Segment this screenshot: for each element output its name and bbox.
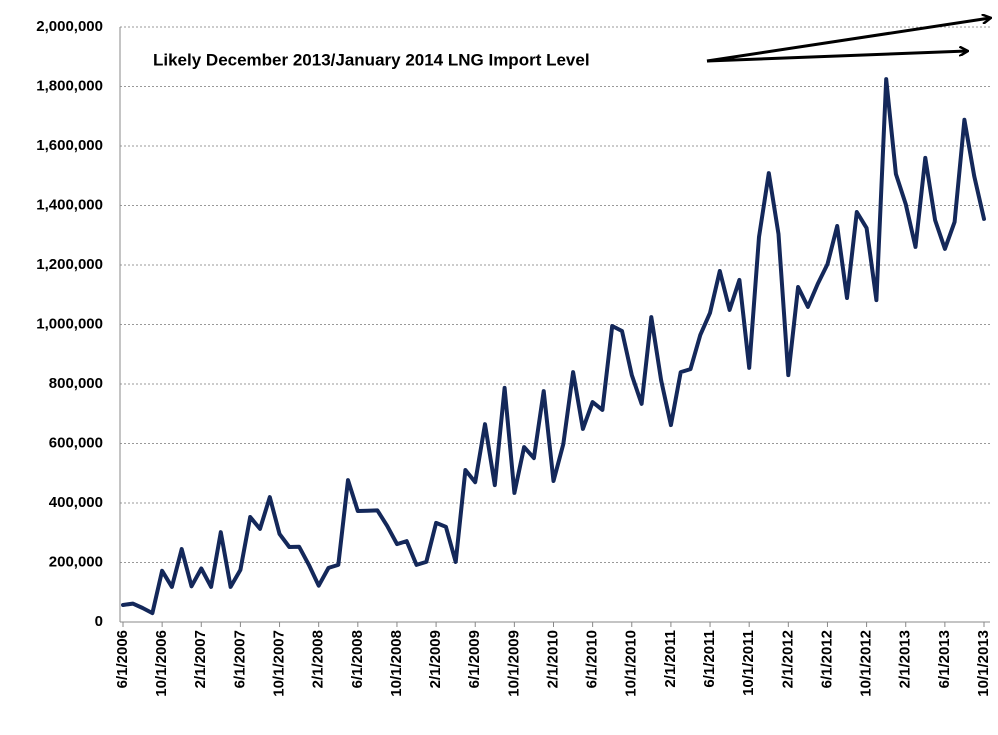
x-tick-label: 10/1/2006 (153, 630, 170, 697)
x-tick-label: 6/1/2007 (231, 630, 248, 688)
x-tick-label: 10/1/2008 (388, 630, 405, 697)
arrow (706, 18, 990, 63)
x-tick-label: 2/1/2008 (310, 630, 327, 688)
y-tick-label: 2,000,000 (36, 18, 103, 35)
x-tick-label: 6/1/2006 (114, 630, 131, 688)
x-tick-label: 2/1/2012 (779, 630, 796, 688)
y-tick-label: 800,000 (49, 375, 103, 392)
y-tick-label: 1,200,000 (36, 256, 103, 273)
y-tick-label: 1,600,000 (36, 137, 103, 154)
line-series (121, 77, 986, 616)
y-tick-label: 400,000 (49, 494, 103, 511)
x-tick-label: 10/1/2009 (505, 630, 522, 697)
annotation: Likely December 2013/January 2014 LNG Im… (153, 50, 590, 69)
y-tick-label: 200,000 (49, 553, 103, 570)
y-tick-label: 1,800,000 (36, 77, 103, 94)
x-tick-label: 10/1/2010 (623, 630, 640, 697)
x-tick-label: 2/1/2010 (544, 630, 561, 688)
x-tick-label: 6/1/2010 (584, 630, 601, 688)
y-tick-label: 1,000,000 (36, 315, 103, 332)
x-tick-label: 2/1/2013 (897, 630, 914, 688)
x-tick-label: 6/1/2009 (466, 630, 483, 688)
x-tick-label: 2/1/2009 (427, 630, 444, 688)
x-tick-label: 6/1/2008 (349, 630, 366, 688)
x-tick-label: 10/1/2011 (740, 630, 757, 696)
x-tick-label: 6/1/2011 (701, 630, 718, 688)
x-tick-label: 2/1/2011 (662, 630, 679, 688)
grid (120, 26, 990, 563)
x-tick-label: 2/1/2007 (192, 630, 209, 688)
x-tick-label: 10/1/2007 (271, 630, 288, 697)
y-tick-label: 1,400,000 (36, 196, 103, 213)
y-tick-label: 0 (95, 613, 103, 630)
x-tick-label: 6/1/2012 (818, 630, 835, 688)
y-tick-label: 600,000 (49, 434, 103, 451)
x-tick-label: 10/1/2013 (975, 630, 992, 697)
arrow (706, 51, 967, 63)
x-tick-label: 10/1/2012 (858, 630, 875, 697)
x-tick-label: 6/1/2013 (936, 630, 953, 688)
